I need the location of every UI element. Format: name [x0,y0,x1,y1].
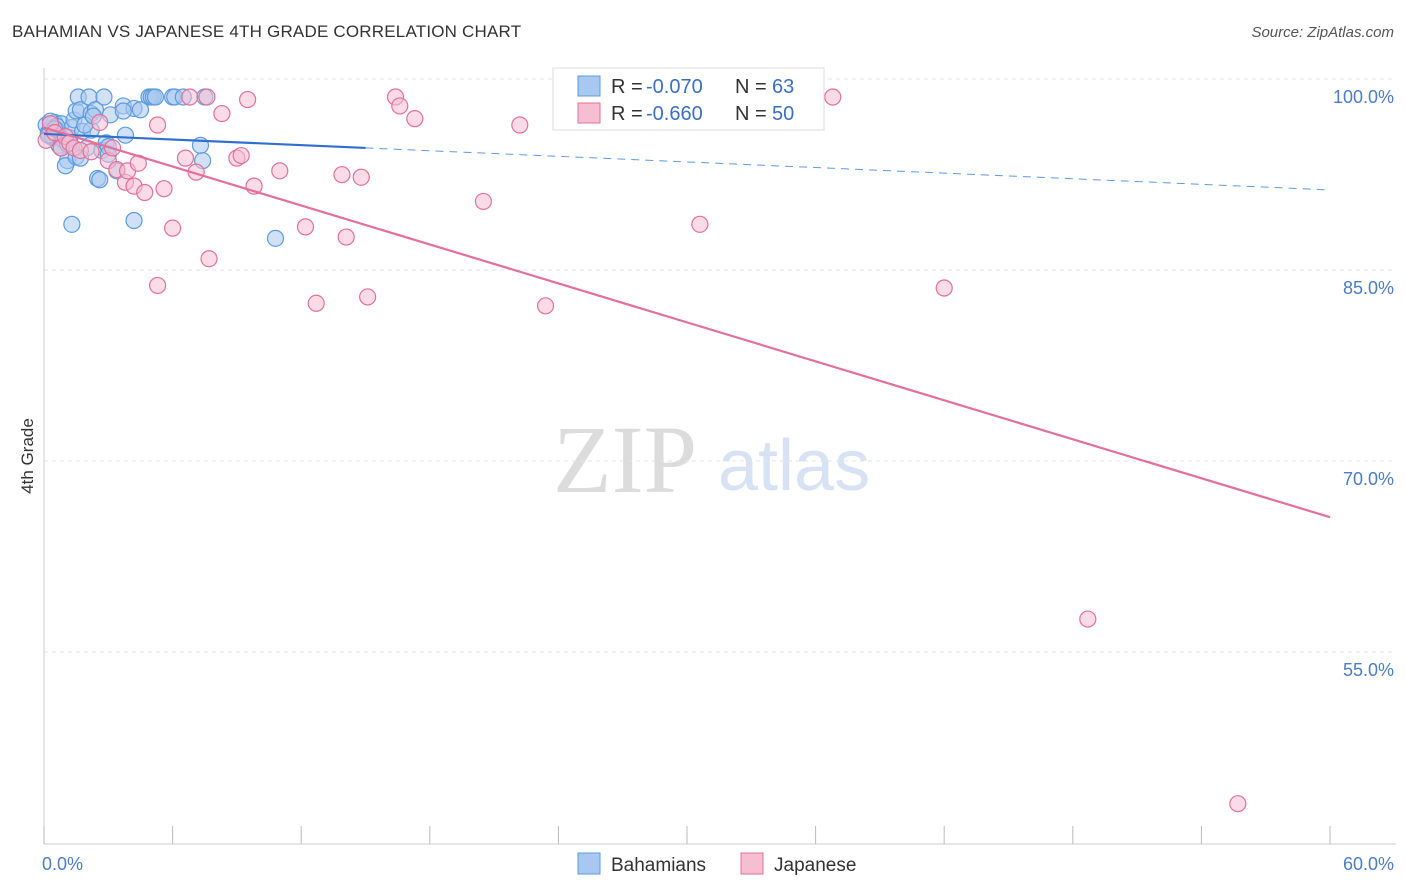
point-japanese-35 [352,168,370,186]
y-axis-label: 4th Grade [18,418,37,494]
watermark-zip: ZIP [553,406,697,513]
series-japanese [37,88,1247,813]
point-japanese-25 [213,104,231,123]
stats-legend: R = -0.070 N = 63 R = -0.660 N = 50 [552,67,825,131]
point-japanese-19 [164,219,182,237]
x-tick-label-min: 0.0% [42,854,83,874]
y-tick-label-70: 70.0% [1343,469,1394,489]
legend-r-value-japanese: -0.660 [646,103,703,125]
point-bahamians-51 [114,102,132,120]
point-japanese-20 [176,149,195,167]
trend-lines [43,126,1331,519]
point-japanese-41 [511,116,529,134]
point-japanese-34 [337,228,355,246]
point-japanese-18 [155,180,173,198]
point-japanese-27 [232,146,250,165]
x-tick-label-max: 60.0% [1343,854,1394,874]
point-japanese-23 [198,88,216,106]
point-japanese-31 [296,218,315,236]
trend-line-bahamians-extension [365,147,1331,191]
trend-line-japanese [43,126,1331,519]
y-tick-label-100: 100.0% [1333,87,1394,107]
point-japanese-45 [935,279,953,297]
y-tick-label-55: 55.0% [1343,660,1394,680]
bottom-legend-swatch-bahamians [577,852,601,875]
point-japanese-30 [271,162,289,180]
point-japanese-44 [824,88,842,106]
point-japanese-36 [359,288,377,306]
point-japanese-40 [474,192,492,211]
series-bahamians [37,88,285,247]
bottom-legend: Bahamians Japanese [577,852,856,876]
point-japanese-32 [307,294,325,312]
y-tick-labels: 100.0% 85.0% 70.0% 55.0% [1333,87,1394,680]
chart-title: BAHAMIAN VS JAPANESE 4TH GRADE CORRELATI… [12,22,522,41]
point-bahamians-46 [125,211,143,230]
point-japanese-38 [391,97,409,115]
point-japanese-9 [91,113,109,132]
point-bahamians-49 [266,229,285,247]
gridlines [44,78,1396,653]
x-axis-ticks [43,826,1331,844]
watermark-atlas: atlas [718,426,870,506]
y-tick-label-85: 85.0% [1343,278,1394,298]
point-bahamians-33 [146,88,165,106]
legend-n-value-japanese: 50 [772,103,794,125]
point-japanese-42 [536,297,555,315]
legend-n-label-bahamians: N = [735,76,767,98]
point-japanese-8 [82,143,100,161]
point-japanese-21 [181,88,199,106]
legend-r-label-bahamians: R = [611,76,643,98]
bottom-legend-label-japanese: Japanese [774,855,856,876]
bottom-legend-label-bahamians: Bahamians [611,855,706,876]
point-bahamians-50 [95,88,113,106]
point-japanese-39 [406,110,424,128]
point-japanese-47 [1229,795,1247,813]
legend-n-value-bahamians: 63 [772,76,794,98]
point-japanese-17 [148,116,167,134]
legend-r-value-bahamians: -0.070 [646,76,703,98]
point-bahamians-28 [116,126,135,144]
legend-r-label-japanese: R = [611,103,643,125]
trend-line-bahamians [43,132,366,150]
point-japanese-16 [136,183,154,202]
source-label: Source: ZipAtlas.com [1251,24,1394,41]
point-bahamians-44 [91,171,109,189]
point-japanese-46 [1079,610,1097,628]
point-japanese-33 [333,166,351,184]
point-japanese-24 [200,250,218,268]
point-japanese-28 [239,90,257,109]
point-bahamians-61 [131,101,150,119]
point-japanese-48 [148,276,167,295]
legend-n-label-japanese: N = [735,103,767,125]
bottom-legend-swatch-japanese [740,852,764,875]
legend-swatch-japanese [577,102,601,124]
legend-swatch-bahamians [577,75,601,97]
point-bahamians-41 [63,215,81,233]
point-japanese-43 [691,215,709,233]
